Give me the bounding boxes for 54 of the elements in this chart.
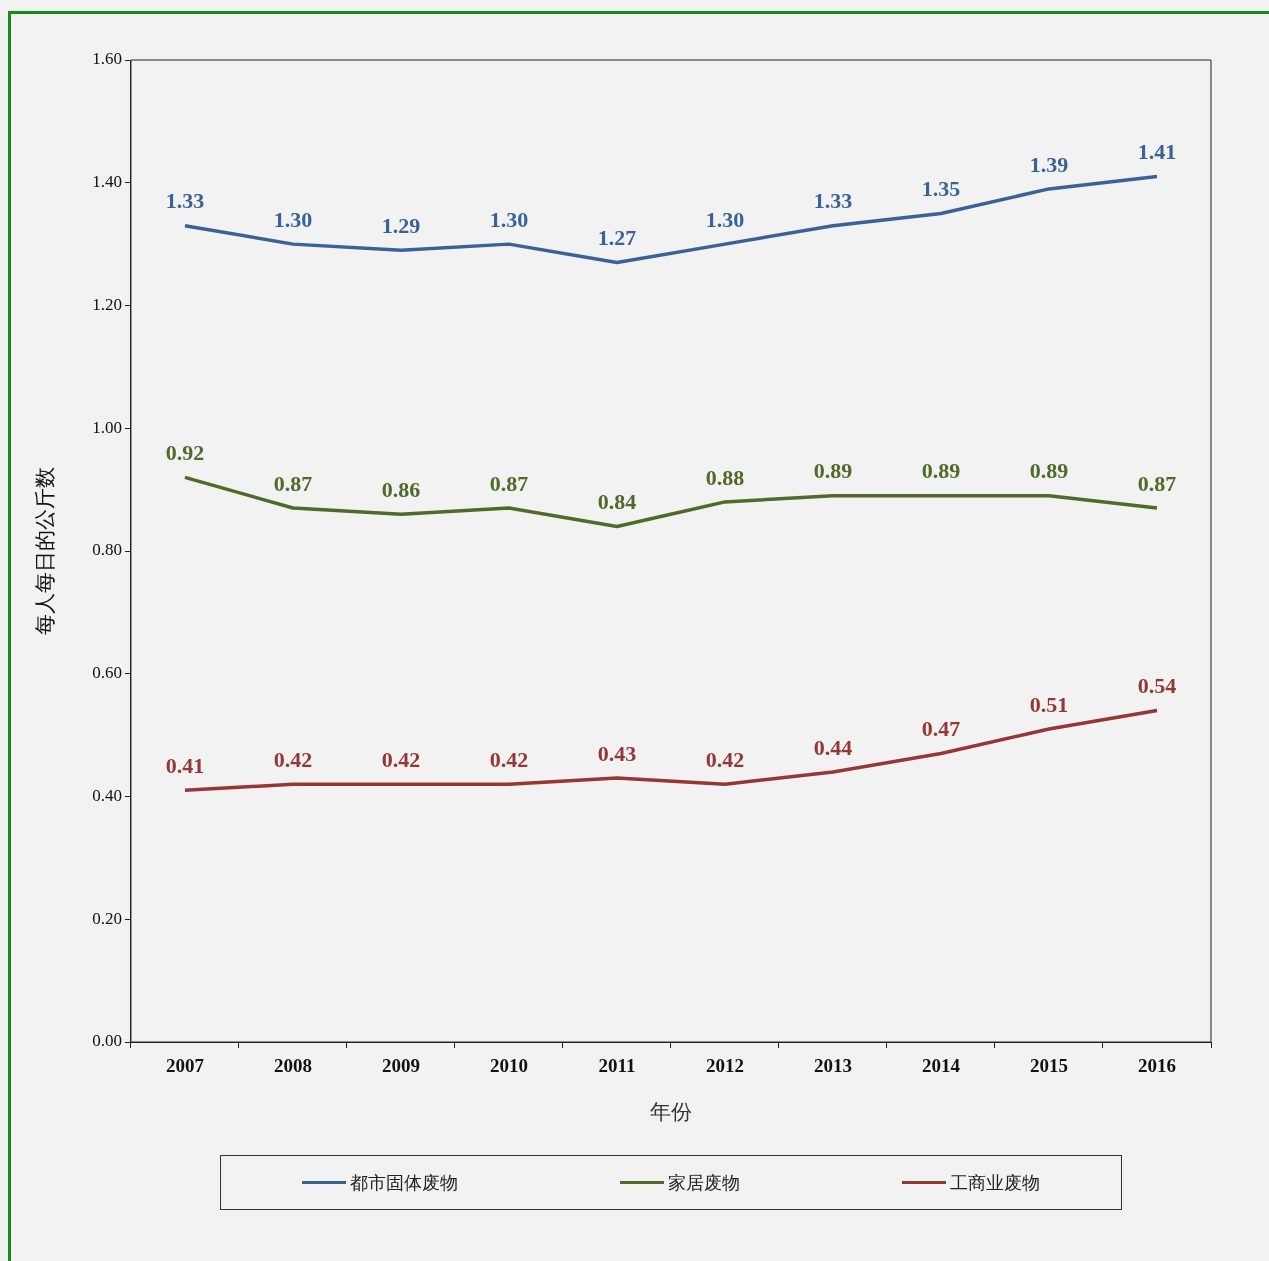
x-tick-label: 2010 bbox=[489, 1055, 528, 1077]
x-tick-label: 2013 bbox=[813, 1055, 852, 1077]
data-label: 1.30 bbox=[705, 206, 745, 232]
data-label: 0.51 bbox=[1029, 691, 1069, 717]
legend-label: 家居废物 bbox=[668, 1170, 740, 1195]
y-tick-label: 0.20 bbox=[92, 908, 122, 928]
x-tick-label: 2016 bbox=[1138, 1055, 1176, 1077]
data-label: 1.33 bbox=[165, 188, 205, 214]
data-label: 0.89 bbox=[921, 458, 961, 484]
x-tick-label: 2011 bbox=[598, 1055, 636, 1077]
data-label: 0.86 bbox=[381, 476, 421, 502]
data-label: 1.41 bbox=[1137, 139, 1177, 165]
data-label: 1.30 bbox=[489, 206, 529, 232]
x-axis-title: 年份 bbox=[649, 1099, 692, 1124]
data-label: 1.33 bbox=[813, 188, 853, 214]
data-label: 1.30 bbox=[273, 206, 313, 232]
y-tick-label: 0.00 bbox=[92, 1031, 122, 1051]
y-tick-label: 0.40 bbox=[92, 785, 122, 805]
data-label: 0.89 bbox=[1029, 458, 1069, 484]
data-label: 0.42 bbox=[705, 746, 745, 772]
y-tick-label: 1.20 bbox=[92, 294, 122, 314]
data-label: 0.84 bbox=[597, 489, 637, 515]
y-tick-label: 0.80 bbox=[92, 540, 122, 560]
x-tick-label: 2007 bbox=[165, 1055, 205, 1077]
legend-label: 都市固体废物 bbox=[350, 1170, 458, 1195]
data-label: 0.88 bbox=[705, 464, 745, 490]
data-label: 0.87 bbox=[1137, 470, 1177, 496]
x-tick-label: 2012 bbox=[705, 1055, 744, 1077]
x-tick-label: 2014 bbox=[921, 1055, 961, 1077]
data-label: 0.47 bbox=[921, 716, 961, 742]
data-label: 0.41 bbox=[165, 753, 205, 779]
data-label: 0.43 bbox=[597, 740, 637, 766]
data-label: 0.92 bbox=[165, 440, 205, 466]
data-label: 1.27 bbox=[597, 225, 637, 251]
data-label: 0.54 bbox=[1137, 673, 1177, 699]
y-tick-label: 0.60 bbox=[92, 663, 122, 683]
data-label: 0.42 bbox=[489, 746, 529, 772]
data-label: 0.42 bbox=[381, 746, 421, 772]
y-tick-label: 1.00 bbox=[92, 417, 122, 437]
data-label: 0.44 bbox=[813, 734, 853, 760]
data-label: 1.35 bbox=[921, 176, 961, 202]
data-label: 1.29 bbox=[381, 212, 421, 238]
y-axis-title: 每人每日的公斤数 bbox=[33, 467, 58, 635]
data-label: 0.87 bbox=[273, 470, 313, 496]
data-label: 1.39 bbox=[1029, 151, 1069, 177]
y-tick-label: 1.40 bbox=[92, 172, 122, 192]
x-tick-label: 2008 bbox=[273, 1055, 312, 1077]
data-label: 0.89 bbox=[813, 458, 853, 484]
data-label: 0.42 bbox=[273, 746, 313, 772]
data-label: 0.87 bbox=[489, 470, 529, 496]
y-tick-label: 1.60 bbox=[92, 49, 122, 69]
x-tick-label: 2009 bbox=[381, 1055, 420, 1077]
x-tick-label: 2015 bbox=[1029, 1055, 1068, 1077]
legend-label: 工商业废物 bbox=[950, 1170, 1040, 1195]
